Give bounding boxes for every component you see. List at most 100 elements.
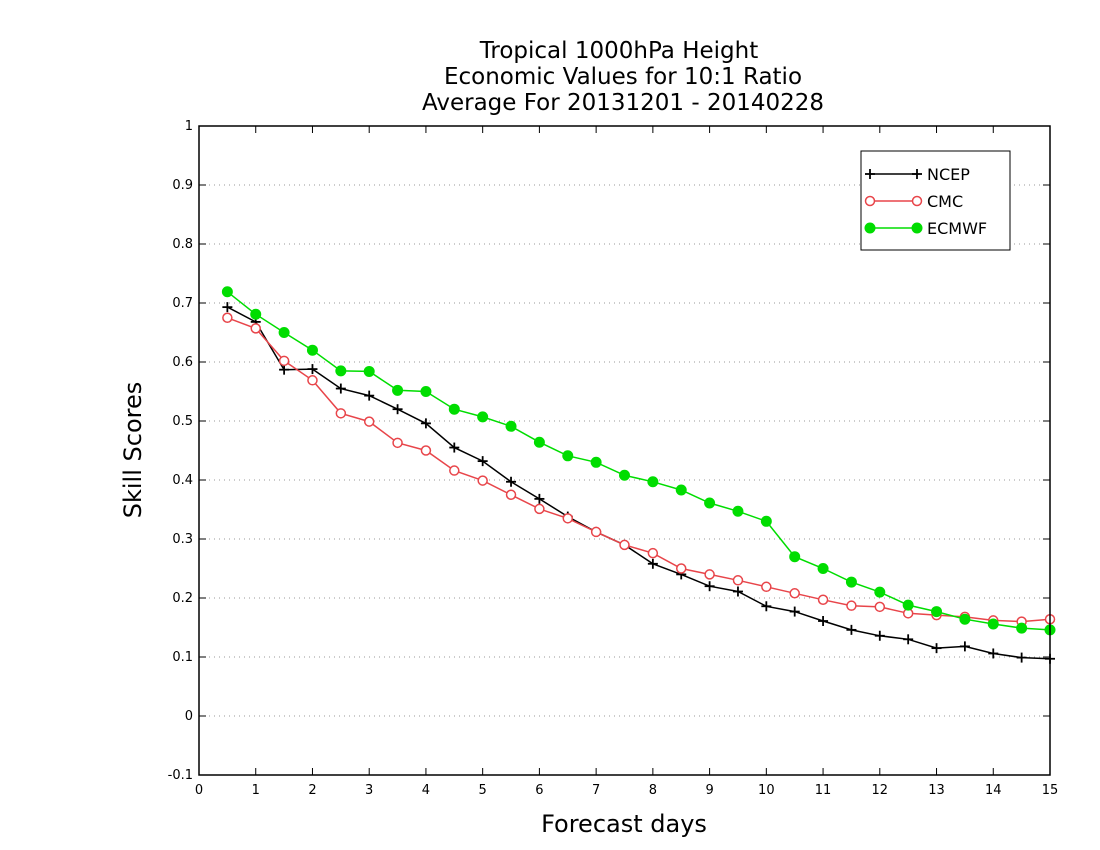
ecmwf-point (392, 384, 404, 396)
legend-marker-ecmwf (911, 222, 923, 234)
cmc-point (420, 445, 432, 456)
x-axis-label: Forecast days (541, 810, 707, 838)
ecmwf-point (647, 476, 659, 488)
x-tick-label: 15 (1042, 783, 1059, 798)
legend-items: NCEP CMC ECMWF (864, 165, 987, 238)
cmc-point (278, 355, 290, 367)
series-ncep (222, 302, 1055, 664)
chart-title-line-1: Tropical 1000hPa Height (479, 38, 759, 64)
ecmwf-point (278, 327, 290, 338)
ecmwf-point (675, 484, 687, 496)
cmc-point (335, 408, 347, 419)
cmc-point (363, 416, 375, 427)
y-tick-label: 0.8 (172, 237, 193, 252)
x-tick-label: 0 (195, 783, 203, 798)
x-tick-label: 14 (985, 783, 1002, 798)
ecmwf-point (221, 286, 233, 298)
chart-title: Tropical 1000hPa Height Economic Values … (422, 38, 824, 116)
x-tick-label: 8 (649, 783, 657, 798)
x-tick-label: 2 (308, 783, 316, 798)
chart-title-line-3: Average For 20131201 - 20140228 (422, 90, 824, 116)
ncep-point (477, 456, 488, 467)
legend-item-ncep: NCEP (865, 165, 970, 184)
cmc-point (732, 575, 744, 586)
ecmwf-point (363, 365, 375, 377)
cmc-point (817, 594, 829, 606)
ncep-point (449, 442, 460, 453)
cmc-point (874, 601, 886, 613)
ecmwf-point (562, 450, 574, 462)
chart-title-line-2: Economic Values for 10:1 Ratio (444, 64, 802, 90)
ncep-point (903, 634, 914, 645)
cmc-point (761, 581, 772, 593)
ncep-point (959, 641, 970, 652)
y-tick-label: -0.1 (168, 768, 193, 783)
legend-item-ecmwf: ECMWF (864, 219, 987, 238)
ncep-point (988, 648, 999, 659)
grid-lines (199, 184, 1050, 717)
ncep-point (222, 302, 233, 313)
x-tick-label: 5 (479, 783, 487, 798)
ncep-point (846, 624, 857, 635)
cmc-point (307, 375, 318, 386)
cmc-point (789, 588, 800, 599)
y-tick-label: 0.9 (172, 178, 193, 193)
cmc-point (704, 569, 715, 580)
ecmwf-point (306, 344, 318, 356)
y-tick-label: 0.7 (172, 296, 193, 311)
ecmwf-point (760, 515, 772, 527)
legend-marker-cmc (864, 195, 876, 207)
legend: NCEP CMC ECMWF (860, 150, 1011, 251)
y-tick-label: 0.3 (172, 532, 193, 547)
ecmwf-point (902, 599, 914, 611)
ecmwf-point (789, 551, 801, 563)
y-axis-label: Skill Scores (119, 382, 147, 519)
legend-marker-ecmwf (864, 222, 876, 234)
x-tick-label: 11 (815, 783, 832, 798)
ecmwf-point (1016, 622, 1028, 634)
legend-marker-ncep (912, 169, 922, 179)
cmc-point (562, 513, 574, 524)
cmc-point (250, 323, 261, 334)
cmc-point (647, 547, 659, 559)
cmc-point (505, 489, 517, 500)
y-tick-label: 0.2 (172, 591, 193, 606)
legend-label-cmc: CMC (927, 192, 963, 211)
ncep-point (818, 616, 829, 627)
x-tick-label: 13 (928, 783, 945, 798)
cmc-point (477, 475, 488, 486)
x-tick-label: 4 (422, 783, 430, 798)
ncep-point (392, 404, 403, 415)
ncep-point (1016, 652, 1027, 663)
ncep-point (534, 493, 545, 504)
ecmwf-point (533, 436, 545, 448)
ncep-point (761, 601, 772, 612)
ecmwf-point (420, 386, 432, 397)
ecmwf-point (619, 469, 630, 481)
ncep-point (931, 643, 942, 654)
ncep-point (506, 476, 517, 487)
y-tick-label: 1 (185, 119, 193, 134)
legend-marker-ncep (865, 169, 875, 179)
ecmwf-point (335, 365, 347, 377)
ncep-point (307, 364, 318, 375)
ncep-point (874, 630, 885, 641)
ecmwf-point (845, 576, 857, 588)
ncep-point (704, 581, 715, 592)
ecmwf-point (477, 411, 489, 423)
legend-marker-cmc (911, 195, 923, 207)
y-tick-label: 0.5 (172, 414, 193, 429)
ecmwf-point (590, 456, 602, 468)
y-tick-label: 0.1 (172, 650, 193, 665)
ncep-point (647, 558, 658, 569)
ncep-point (279, 364, 290, 375)
ecmwf-point (931, 606, 943, 618)
x-tick-label: 10 (758, 783, 775, 798)
x-tick-label: 7 (592, 783, 600, 798)
legend-label-ncep: NCEP (927, 165, 970, 184)
y-tick-label: 0.4 (172, 473, 193, 488)
ecmwf-point (505, 420, 517, 432)
cmc-point (619, 539, 630, 551)
series-lines (221, 286, 1056, 664)
